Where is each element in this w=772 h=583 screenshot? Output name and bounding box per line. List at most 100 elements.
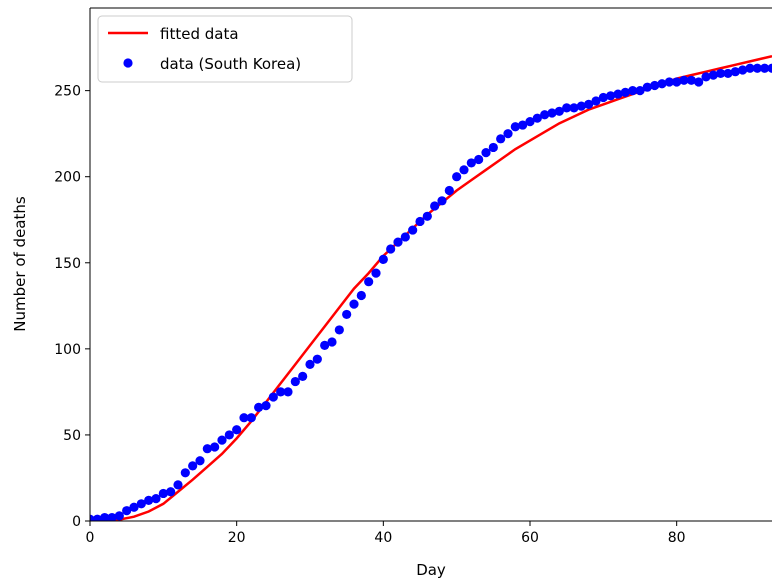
y-tick-label: 250 bbox=[54, 84, 81, 100]
data-point bbox=[334, 325, 344, 335]
data-point bbox=[92, 514, 102, 521]
data-point bbox=[466, 158, 476, 168]
x-tick-label: 20 bbox=[228, 530, 246, 546]
data-point bbox=[210, 442, 220, 452]
data-point bbox=[496, 134, 506, 144]
data-point bbox=[195, 456, 205, 466]
data-point bbox=[188, 461, 198, 471]
data-point bbox=[202, 444, 212, 454]
data-point bbox=[349, 299, 359, 309]
data-point bbox=[532, 113, 542, 123]
data-point bbox=[437, 196, 447, 206]
data-point bbox=[635, 86, 645, 96]
data-point bbox=[444, 185, 454, 196]
data-point bbox=[598, 92, 608, 103]
legend-fit-label: fitted data bbox=[160, 25, 239, 43]
x-tick-label: 60 bbox=[521, 530, 539, 546]
data-point bbox=[628, 86, 638, 96]
x-tick-label: 80 bbox=[668, 530, 686, 546]
data-point bbox=[459, 165, 469, 175]
legend-box bbox=[97, 15, 353, 83]
data-point bbox=[694, 77, 704, 87]
data-point bbox=[408, 225, 418, 235]
y-tick-label: 50 bbox=[63, 428, 81, 444]
data-point bbox=[312, 354, 322, 364]
plot-area bbox=[90, 54, 772, 521]
data-point bbox=[320, 340, 330, 351]
data-point bbox=[290, 376, 300, 387]
y-tick-label: 150 bbox=[54, 256, 81, 272]
data-point bbox=[488, 142, 498, 153]
data-point bbox=[576, 101, 586, 111]
data-point bbox=[298, 371, 308, 381]
data-points-layer bbox=[90, 63, 772, 521]
data-point bbox=[664, 77, 674, 87]
y-tick-label: 0 bbox=[72, 514, 81, 530]
data-point bbox=[276, 387, 286, 397]
data-point bbox=[540, 110, 550, 120]
y-tick-label: 200 bbox=[54, 170, 81, 186]
data-point bbox=[518, 120, 528, 130]
data-point bbox=[268, 392, 278, 402]
data-point bbox=[606, 91, 616, 101]
data-point bbox=[730, 67, 740, 77]
legend: fitted data data (South Korea) bbox=[97, 15, 353, 83]
data-point bbox=[452, 172, 462, 182]
data-point bbox=[136, 499, 146, 509]
data-point bbox=[752, 63, 762, 73]
data-point bbox=[613, 89, 623, 99]
data-point bbox=[569, 103, 579, 113]
data-point bbox=[100, 512, 110, 521]
data-point bbox=[356, 290, 366, 301]
data-point bbox=[672, 77, 682, 87]
data-point bbox=[767, 63, 772, 73]
data-point bbox=[180, 468, 190, 478]
data-point bbox=[679, 75, 689, 85]
data-point bbox=[246, 413, 256, 423]
y-tick-label: 100 bbox=[54, 342, 81, 358]
data-point bbox=[554, 106, 564, 116]
data-point bbox=[224, 430, 234, 440]
data-point bbox=[562, 103, 572, 113]
fit-line-layer bbox=[90, 54, 772, 521]
data-point bbox=[686, 75, 696, 85]
data-point bbox=[503, 129, 513, 139]
data-point bbox=[261, 401, 271, 411]
data-point bbox=[738, 65, 748, 75]
data-point bbox=[474, 154, 484, 165]
data-point bbox=[657, 79, 667, 89]
data-point bbox=[239, 413, 249, 423]
data-point bbox=[430, 201, 440, 211]
data-point bbox=[305, 359, 315, 369]
data-point bbox=[642, 82, 652, 92]
data-point bbox=[422, 211, 432, 221]
data-point bbox=[386, 244, 396, 254]
data-point bbox=[378, 254, 388, 264]
data-point bbox=[217, 435, 227, 445]
data-point bbox=[584, 99, 594, 109]
data-point bbox=[166, 487, 176, 497]
x-tick-label: 40 bbox=[374, 530, 392, 546]
data-point bbox=[114, 511, 124, 521]
x-axis-label: Day bbox=[416, 561, 446, 579]
data-point bbox=[393, 237, 403, 247]
data-point bbox=[745, 63, 755, 73]
data-point bbox=[342, 309, 352, 320]
data-point bbox=[701, 72, 711, 82]
data-point bbox=[371, 268, 381, 278]
data-point bbox=[151, 494, 161, 504]
data-point bbox=[400, 232, 410, 242]
data-point bbox=[620, 87, 630, 97]
data-point bbox=[650, 80, 660, 91]
data-point bbox=[254, 402, 264, 412]
data-point bbox=[723, 68, 733, 79]
data-point bbox=[144, 495, 154, 505]
x-tick-label: 0 bbox=[86, 530, 95, 546]
axes bbox=[89, 7, 772, 522]
y-ticks: 0 50 100 150 200 250 bbox=[54, 84, 90, 530]
data-point bbox=[760, 63, 770, 73]
data-point bbox=[510, 122, 520, 132]
data-point bbox=[591, 96, 601, 106]
data-point bbox=[364, 277, 374, 287]
data-point bbox=[107, 512, 117, 521]
